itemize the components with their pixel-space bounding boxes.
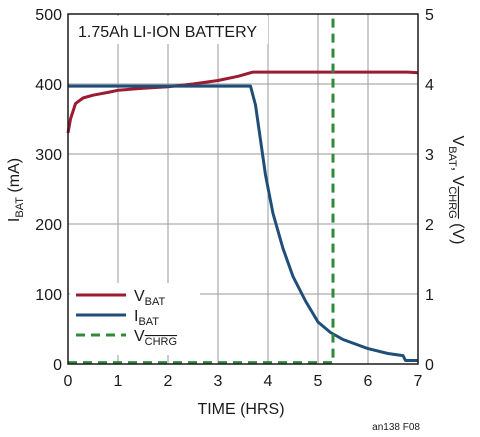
right-y-tick-label: 4 xyxy=(425,77,434,94)
right-y-tick-label: 3 xyxy=(425,147,434,164)
legend-label-vchrg: VCHRG xyxy=(134,328,177,348)
x-tick-label: 6 xyxy=(364,373,373,390)
x-tick-label: 4 xyxy=(264,373,273,390)
series-line-vbat xyxy=(66,70,419,134)
left-y-tick-label: 400 xyxy=(35,77,62,94)
x-tick-label: 5 xyxy=(314,373,323,390)
left-y-tick-label: 200 xyxy=(35,217,62,234)
left-y-tick-label: 100 xyxy=(35,287,62,304)
series-line-vchrg xyxy=(68,14,335,365)
figure-id: an138 F08 xyxy=(372,422,420,433)
right-y-tick-label: 5 xyxy=(425,7,434,24)
series-layer xyxy=(66,14,419,365)
x-tick-label: 1 xyxy=(114,373,123,390)
series-line-ibat xyxy=(68,84,418,362)
x-tick-label: 3 xyxy=(214,373,223,390)
legend-label-ibat: IBAT xyxy=(134,308,159,328)
x-axis-label: TIME (HRS) xyxy=(197,401,284,418)
right-axis-label: VBAT, VCHRG (V) xyxy=(446,136,466,245)
left-y-tick-label: 500 xyxy=(35,7,62,24)
left-axis-label: IBAT (mA) xyxy=(6,158,26,222)
legend-label-vbat: VBAT xyxy=(134,288,166,308)
annotation-box xyxy=(70,16,268,44)
annotation: 1.75Ah LI-ION BATTERY xyxy=(78,24,257,41)
left-y-tick-label: 300 xyxy=(35,147,62,164)
left-y-tick-label: 0 xyxy=(53,357,62,374)
x-tick-label: 2 xyxy=(164,373,173,390)
x-tick-label: 7 xyxy=(414,373,423,390)
right-y-tick-label: 0 xyxy=(425,357,434,374)
plot-frame xyxy=(67,13,419,365)
x-tick-label: 0 xyxy=(64,373,73,390)
right-y-tick-label: 2 xyxy=(425,217,434,234)
right-y-tick-label: 1 xyxy=(425,287,434,304)
